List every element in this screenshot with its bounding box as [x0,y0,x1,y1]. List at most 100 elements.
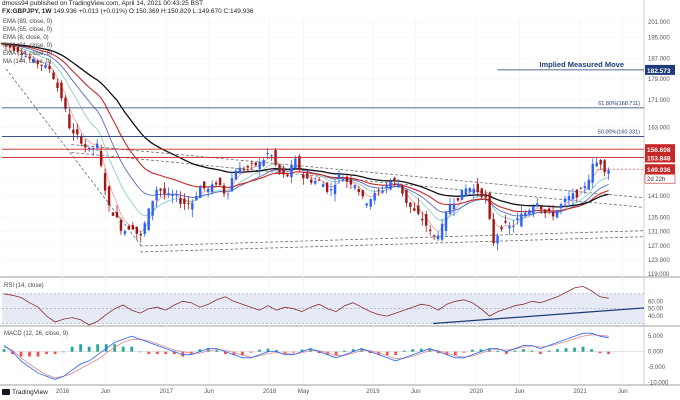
candle-body [547,208,551,211]
candle [12,42,16,53]
macd-hist-bar [53,351,57,355]
candle [123,229,127,237]
candle [579,186,583,190]
macd-hist-bar [351,349,355,352]
candle-body [44,64,47,68]
candle [373,189,376,205]
candle [496,233,499,251]
candle [401,185,404,197]
candle [333,179,337,202]
candle-body [321,184,325,187]
candle [559,202,563,215]
candle [155,186,158,208]
indicator-ma144[interactable]: MA (144, close, 0) [3,59,52,65]
candle [226,193,230,200]
macd-hist-bar [2,349,6,352]
candle-body [393,177,396,182]
candle-body [290,165,293,178]
indicator-ema89[interactable]: EMA (89, close, 0) [3,19,53,25]
candle-body [84,144,87,148]
candle-body [591,163,594,183]
candle [218,177,222,187]
indicator-ema34[interactable]: EMA (34, close, 0) [3,51,53,57]
tradingview-logo-icon [2,389,10,395]
candle-body [472,188,476,194]
candle [409,202,412,214]
candle-body [357,189,361,193]
macd-hist-bar [164,351,168,355]
candle [452,197,456,217]
candle-body [246,166,250,168]
candle [28,52,31,61]
candle-body [95,143,99,149]
candle [16,43,20,55]
ema55-line [1,43,609,213]
candle [341,175,345,182]
candle [286,173,289,178]
candle [266,147,269,159]
macd-hist-bar [181,351,185,357]
candle [492,212,495,246]
candle-body [421,218,424,221]
candle [99,144,103,168]
candle [325,182,329,194]
candle [563,195,567,208]
candle-body [254,162,257,166]
horizontal-levels [2,69,644,170]
candle-body [448,204,452,214]
candle-body [40,64,43,66]
candle-body [91,147,95,150]
brand-label: TradingView [12,389,48,396]
candle [575,189,579,203]
candle-body [452,203,456,210]
candle [36,60,39,69]
candle [20,48,24,61]
candle-body [540,206,543,210]
candle [448,198,452,215]
candle-body [385,184,388,188]
candle [595,158,598,167]
candle-body [314,180,317,184]
macd-hist-bar [121,346,125,352]
candle-body [389,181,392,190]
candle-body [595,162,598,167]
candle-body [460,190,464,200]
price-tag-label: 182.573 [647,68,671,75]
candle-body [425,214,428,226]
tradingview-brand: TradingView [2,389,48,396]
candle-body [579,188,583,190]
candle-body [195,196,198,200]
macd-hist-bar [275,350,278,352]
indicator-ema21[interactable]: EMA (21, close, 0) [3,43,53,49]
indicator-ema8[interactable]: EMA (8, close, 0) [3,35,49,41]
indicator-ema55[interactable]: EMA (55, close, 0) [3,27,53,33]
rsi-bands [2,293,644,324]
candle [88,147,91,152]
candle [385,181,388,194]
candle [508,221,511,235]
candle-body [532,206,535,214]
candle-body [163,188,166,195]
candle-body [155,189,158,201]
candle [480,187,483,200]
time-tick-label: 2016 [56,389,70,395]
candle-body [12,45,16,51]
price-tag-label: 156.608 [647,147,671,154]
macd-hist-bar [206,348,210,352]
candle-body [52,72,55,80]
candle [393,176,396,187]
macd-hist-bar [556,349,559,352]
candle-body [199,186,202,198]
candle-body [80,136,83,144]
candle [472,184,476,199]
price-tag-label: 149.936 [647,167,671,174]
candle-body [206,188,210,193]
symbol-info: FX:GBPJPY, 1W 149.936 +0.013 (+0.01%) O:… [2,8,254,16]
candle-body [587,179,590,190]
candle-body [159,188,162,191]
candle [222,182,226,198]
candle-body [0,42,4,44]
candle-body [599,159,602,165]
candle [171,189,174,204]
